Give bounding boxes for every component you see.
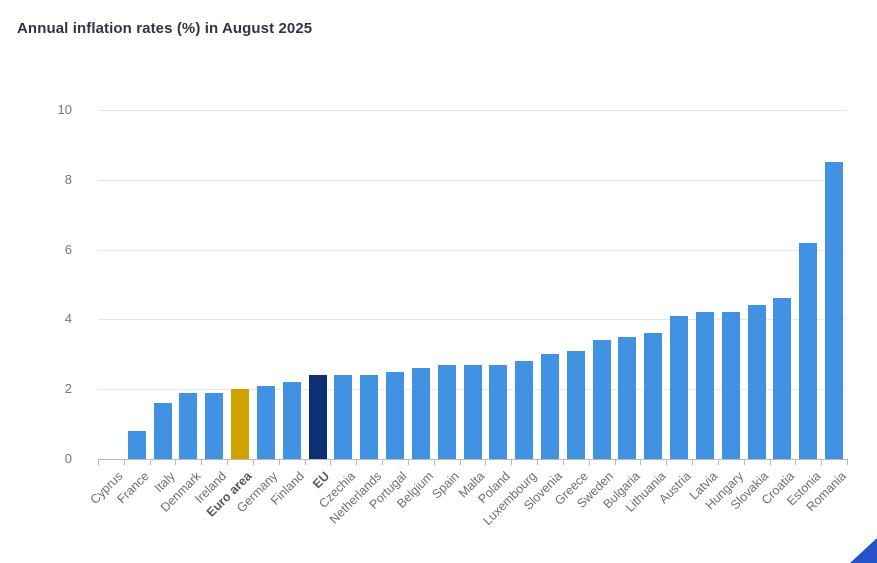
- bar-spain[interactable]: [437, 365, 456, 459]
- bar-lithuania[interactable]: [644, 333, 663, 459]
- bar-netherlands[interactable]: [360, 375, 379, 459]
- bar-euro-area[interactable]: [231, 389, 250, 459]
- y-axis-tick-label-10: 10: [57, 102, 72, 117]
- x-axis-tick: [588, 460, 590, 465]
- x-axis-tick: [511, 460, 513, 465]
- gridline-4: [98, 319, 847, 321]
- bar-italy[interactable]: [153, 403, 172, 459]
- bar-croatia[interactable]: [773, 298, 792, 459]
- y-axis-tick-label-2: 2: [64, 381, 72, 397]
- bar-france[interactable]: [127, 431, 146, 459]
- x-axis-tick: [382, 460, 384, 465]
- bar-latvia[interactable]: [695, 312, 714, 459]
- y-axis-tick-label-0: 0: [64, 451, 72, 466]
- bar-bulgaria[interactable]: [618, 337, 637, 459]
- x-axis-tick: [459, 460, 461, 465]
- x-axis-tick: [304, 460, 306, 465]
- x-axis-tick: [537, 460, 539, 465]
- x-axis-tick: [278, 460, 280, 465]
- bar-eu[interactable]: [308, 375, 327, 459]
- bar-austria[interactable]: [670, 316, 689, 459]
- x-axis-tick: [330, 460, 332, 465]
- bar-poland[interactable]: [489, 365, 508, 459]
- x-axis-tick: [98, 460, 99, 465]
- y-axis-tick-label-8: 8: [64, 171, 72, 187]
- bar-portugal[interactable]: [386, 372, 405, 459]
- bar-finland[interactable]: [282, 382, 301, 459]
- bar-ireland[interactable]: [205, 393, 224, 459]
- x-axis-label-spain: Spain: [429, 469, 462, 502]
- x-axis-tick: [614, 460, 616, 465]
- gridline-10: [98, 110, 847, 111]
- bar-germany[interactable]: [256, 386, 275, 459]
- bar-denmark[interactable]: [179, 393, 198, 459]
- bar-slovakia[interactable]: [747, 305, 766, 459]
- bar-greece[interactable]: [566, 351, 585, 459]
- bar-romania[interactable]: [825, 162, 844, 459]
- bar-estonia[interactable]: [799, 243, 818, 459]
- x-axis-tick: [847, 460, 848, 465]
- x-axis-tick: [175, 460, 177, 465]
- x-axis-tick: [795, 460, 797, 465]
- x-axis-tick: [562, 460, 564, 465]
- gridline-6: [98, 249, 847, 251]
- resize-corner-triangle-icon[interactable]: [850, 538, 877, 563]
- x-axis-tick: [743, 460, 745, 465]
- x-axis-tick: [227, 460, 229, 465]
- x-axis-tick: [692, 460, 694, 465]
- x-axis-tick: [821, 460, 823, 465]
- chart-title: Annual inflation rates (%) in August 202…: [17, 20, 313, 37]
- x-axis-tick: [433, 460, 435, 465]
- x-axis-tick: [201, 460, 203, 465]
- bar-malta[interactable]: [463, 365, 482, 459]
- x-axis-tick: [356, 460, 358, 465]
- x-axis-tick: [640, 460, 642, 465]
- x-axis-tick: [149, 460, 151, 465]
- x-axis-tick: [407, 460, 409, 465]
- x-axis-tick: [717, 460, 719, 465]
- x-axis-tick: [123, 460, 125, 465]
- x-axis-tick: [769, 460, 771, 465]
- bar-sweden[interactable]: [592, 340, 611, 459]
- x-axis-tick: [485, 460, 487, 465]
- x-axis-tick: [666, 460, 668, 465]
- gridline-8: [98, 179, 847, 181]
- bar-czechia[interactable]: [334, 375, 353, 459]
- bar-belgium[interactable]: [411, 368, 430, 459]
- x-axis-tick: [252, 460, 254, 465]
- y-axis-tick-label-6: 6: [64, 241, 72, 257]
- bar-luxembourg[interactable]: [515, 361, 534, 459]
- bar-slovenia[interactable]: [540, 354, 559, 459]
- y-axis-tick-label-4: 4: [64, 311, 72, 327]
- bar-hungary[interactable]: [721, 312, 740, 459]
- x-axis-line: [98, 459, 848, 460]
